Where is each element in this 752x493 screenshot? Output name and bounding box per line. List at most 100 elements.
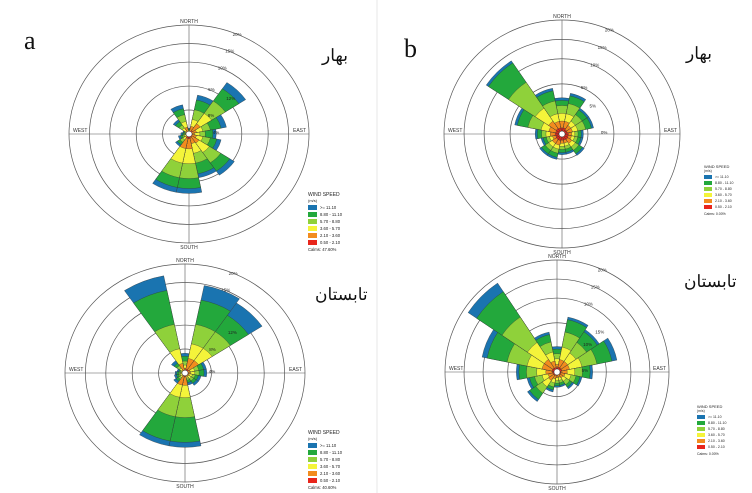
legend-calms: Calms: 47.60%	[308, 247, 337, 252]
legend-b-bottom: WIND SPEED (m/s) >= 11.10 8.80 - 11.10 5.7…	[697, 404, 726, 457]
ring-label: 5%	[208, 87, 215, 92]
legend-swatch	[308, 450, 317, 455]
legend-swatch	[308, 240, 317, 245]
compass-label: EAST	[653, 366, 666, 372]
season-label-a-bottom: تابستان	[315, 285, 368, 305]
compass-label: EAST	[289, 367, 302, 373]
legend-item-label: 2.10 - 3.60	[708, 438, 725, 443]
compass-label: EAST	[293, 128, 306, 134]
bar-label: 4%	[209, 369, 216, 374]
panel-b: b بهار تابستان	[380, 4, 752, 493]
compass-label: WEST	[73, 128, 87, 134]
legend-unit: (m/s)	[308, 198, 318, 203]
legend-swatch	[704, 205, 712, 209]
compass-label: NORTH	[553, 14, 571, 20]
ring-label: 15%	[598, 45, 607, 50]
ring-label: 15%	[225, 49, 234, 54]
legend-item-label: >= 11.10	[320, 443, 337, 448]
legend-item: 2.10 - 3.60	[308, 232, 342, 239]
legend-item-label: 5.70 - 8.80	[715, 186, 732, 191]
legend-item: 5.70 - 8.80	[697, 426, 726, 432]
bar-label: 5%	[590, 103, 597, 108]
panel-label-a: a	[24, 26, 36, 55]
compass-label: WEST	[449, 366, 463, 372]
compass-label: NORTH	[548, 254, 566, 260]
legend-item-label: >= 11.10	[715, 174, 729, 179]
legend-swatch	[308, 233, 317, 238]
legend-item-label: 3.60 - 5.70	[320, 226, 341, 231]
compass-label: SOUTH	[548, 486, 566, 492]
legend-item: 8.80 - 11.10	[697, 420, 726, 426]
legend-item: 3.60 - 5.70	[697, 432, 726, 438]
legend-swatch	[308, 464, 317, 469]
legend-item: 8.80 - 11.10	[704, 180, 733, 186]
legend-swatch	[704, 199, 712, 203]
calm-center	[185, 131, 193, 137]
legend-item-label: 8.80 - 11.10	[320, 450, 343, 455]
ring-label: 15%	[221, 288, 230, 293]
ring-label: 10%	[218, 65, 227, 70]
calm-center	[553, 368, 561, 376]
legend-swatch	[704, 175, 712, 179]
legend-swatch	[308, 212, 317, 217]
legend-title: WIND SPEED	[308, 192, 340, 198]
legend-swatch	[697, 433, 705, 437]
legend-item: 0.50 - 2.10	[704, 204, 733, 210]
legend-item: 5.70 - 8.80	[308, 218, 342, 225]
legend-item: >= 11.10	[308, 204, 342, 211]
legend-swatch	[704, 193, 712, 197]
legend-swatch	[308, 471, 317, 476]
legend-item-label: 3.60 - 5.70	[320, 464, 341, 469]
legend-swatch	[308, 219, 317, 224]
panel-divider	[376, 0, 378, 493]
compass-label: SOUTH	[553, 250, 571, 256]
legend-title: WIND SPEED	[308, 430, 340, 436]
legend-item: 2.10 - 3.60	[308, 470, 342, 477]
legend-swatch	[697, 439, 705, 443]
bar-label: 8%	[209, 347, 216, 352]
season-label-b-bottom: تابستان	[684, 272, 737, 292]
legend-item: 8.80 - 11.10	[308, 211, 342, 218]
legend-item-label: >= 11.10	[320, 205, 337, 210]
legend-item: >= 11.10	[308, 442, 342, 449]
legend-item-label: 5.70 - 8.80	[708, 426, 725, 431]
ring-label: 20%	[229, 271, 238, 276]
legend-item-label: >= 11.10	[708, 414, 722, 419]
compass-label: SOUTH	[176, 484, 194, 490]
legend-item: >= 11.10	[697, 414, 726, 420]
legend-title: WIND SPEED	[697, 404, 723, 409]
legend-calms: Calms: 0.00%	[697, 452, 719, 456]
compass-label: NORTH	[180, 19, 198, 25]
legend-calms: Calms: 40.60%	[308, 485, 337, 490]
legend-item-label: 0.50 - 2.10	[715, 204, 732, 209]
bar-label: 8%	[208, 113, 215, 118]
legend-item: 5.70 - 8.80	[704, 186, 733, 192]
legend-swatch	[308, 443, 317, 448]
legend-a-top: WIND SPEED (m/s) >= 11.10 8.80 - 11.10 5.7…	[308, 192, 342, 253]
ring-label: 20%	[233, 32, 242, 37]
legend-swatch	[704, 181, 712, 185]
season-label-a-top: بهار	[322, 46, 348, 66]
compass-label: WEST	[448, 128, 462, 134]
ring-label: 15%	[591, 284, 600, 289]
wind-rose-a_top: 5% 10% 15% 20% 12% 8% 4% NORTH EAST SOUTH WEST	[68, 19, 310, 251]
legend-item-label: 8.80 - 11.10	[715, 180, 734, 185]
legend-title: WIND SPEED	[704, 164, 730, 169]
legend-swatch	[308, 205, 317, 210]
legend-item-label: 0.50 - 2.10	[320, 478, 341, 483]
legend-swatch	[697, 427, 705, 431]
panel-label-b: b	[404, 34, 417, 63]
legend-b-top: WIND SPEED (m/s) >= 11.10 8.80 - 11.10 5.7…	[704, 164, 733, 217]
legend-item: 3.60 - 5.70	[704, 192, 733, 198]
ring-label: 20%	[598, 267, 607, 272]
wind-rose-b_top: 5% 10% 15% 20% 5% 0% NORTH EAST SOUTH WEST	[443, 14, 681, 256]
legend-item-label: 8.80 - 11.10	[320, 212, 343, 217]
compass-label: EAST	[664, 128, 677, 134]
legend-item: 3.60 - 5.70	[308, 463, 342, 470]
legend-a-bottom: WIND SPEED (m/s) >= 11.10 8.80 - 11.10 5.7…	[308, 430, 342, 491]
compass-label: SOUTH	[180, 245, 198, 251]
bar-label: 12%	[226, 96, 235, 101]
legend-item: >= 11.10	[704, 174, 733, 180]
